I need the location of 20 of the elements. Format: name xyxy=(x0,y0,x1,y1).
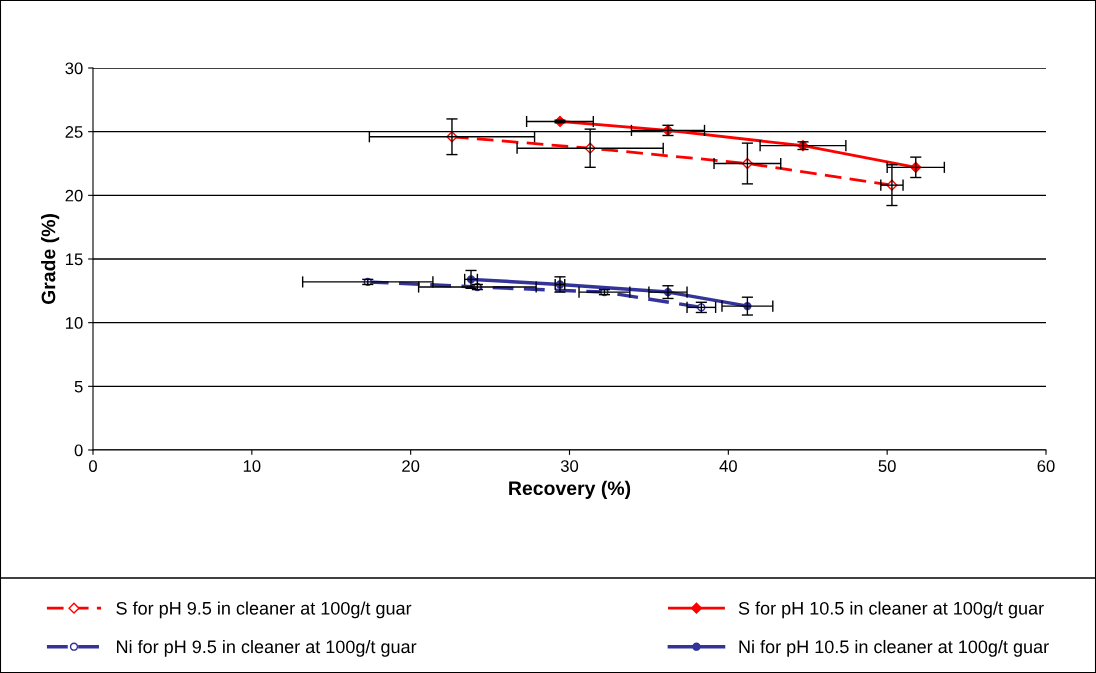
legend-label: S for pH 10.5 in cleaner at 100g/t guar xyxy=(738,601,1044,619)
x-axis-title: Recovery (%) xyxy=(509,480,631,499)
x-tick-label: 50 xyxy=(878,460,896,472)
y-tick-label: 10 xyxy=(66,317,83,329)
legend-label: Ni for pH 9.5 in cleaner at 100g/t guar xyxy=(117,639,417,657)
legend-label: Ni for pH 10.5 in cleaner at 100g/t guar xyxy=(739,639,1049,657)
y-tick-label: 25 xyxy=(65,126,83,138)
x-tick-label: 10 xyxy=(243,460,261,472)
legend-label: S for pH 9.5 in cleaner at 100g/t guar xyxy=(116,601,412,619)
x-tick-label: 20 xyxy=(402,460,420,472)
x-tick-label: 0 xyxy=(89,460,97,472)
x-tick-label: 30 xyxy=(560,460,579,472)
y-tick-label: 0 xyxy=(74,444,83,457)
x-tick-label: 40 xyxy=(719,460,737,472)
y-axis-title: Grade (%) xyxy=(41,214,60,305)
y-tick-label: 20 xyxy=(65,189,83,202)
y-tick-label: 15 xyxy=(66,253,83,266)
y-tick-label: 30 xyxy=(65,62,83,75)
y-tick-label: 5 xyxy=(74,380,83,393)
x-tick-label: 60 xyxy=(1037,460,1055,472)
